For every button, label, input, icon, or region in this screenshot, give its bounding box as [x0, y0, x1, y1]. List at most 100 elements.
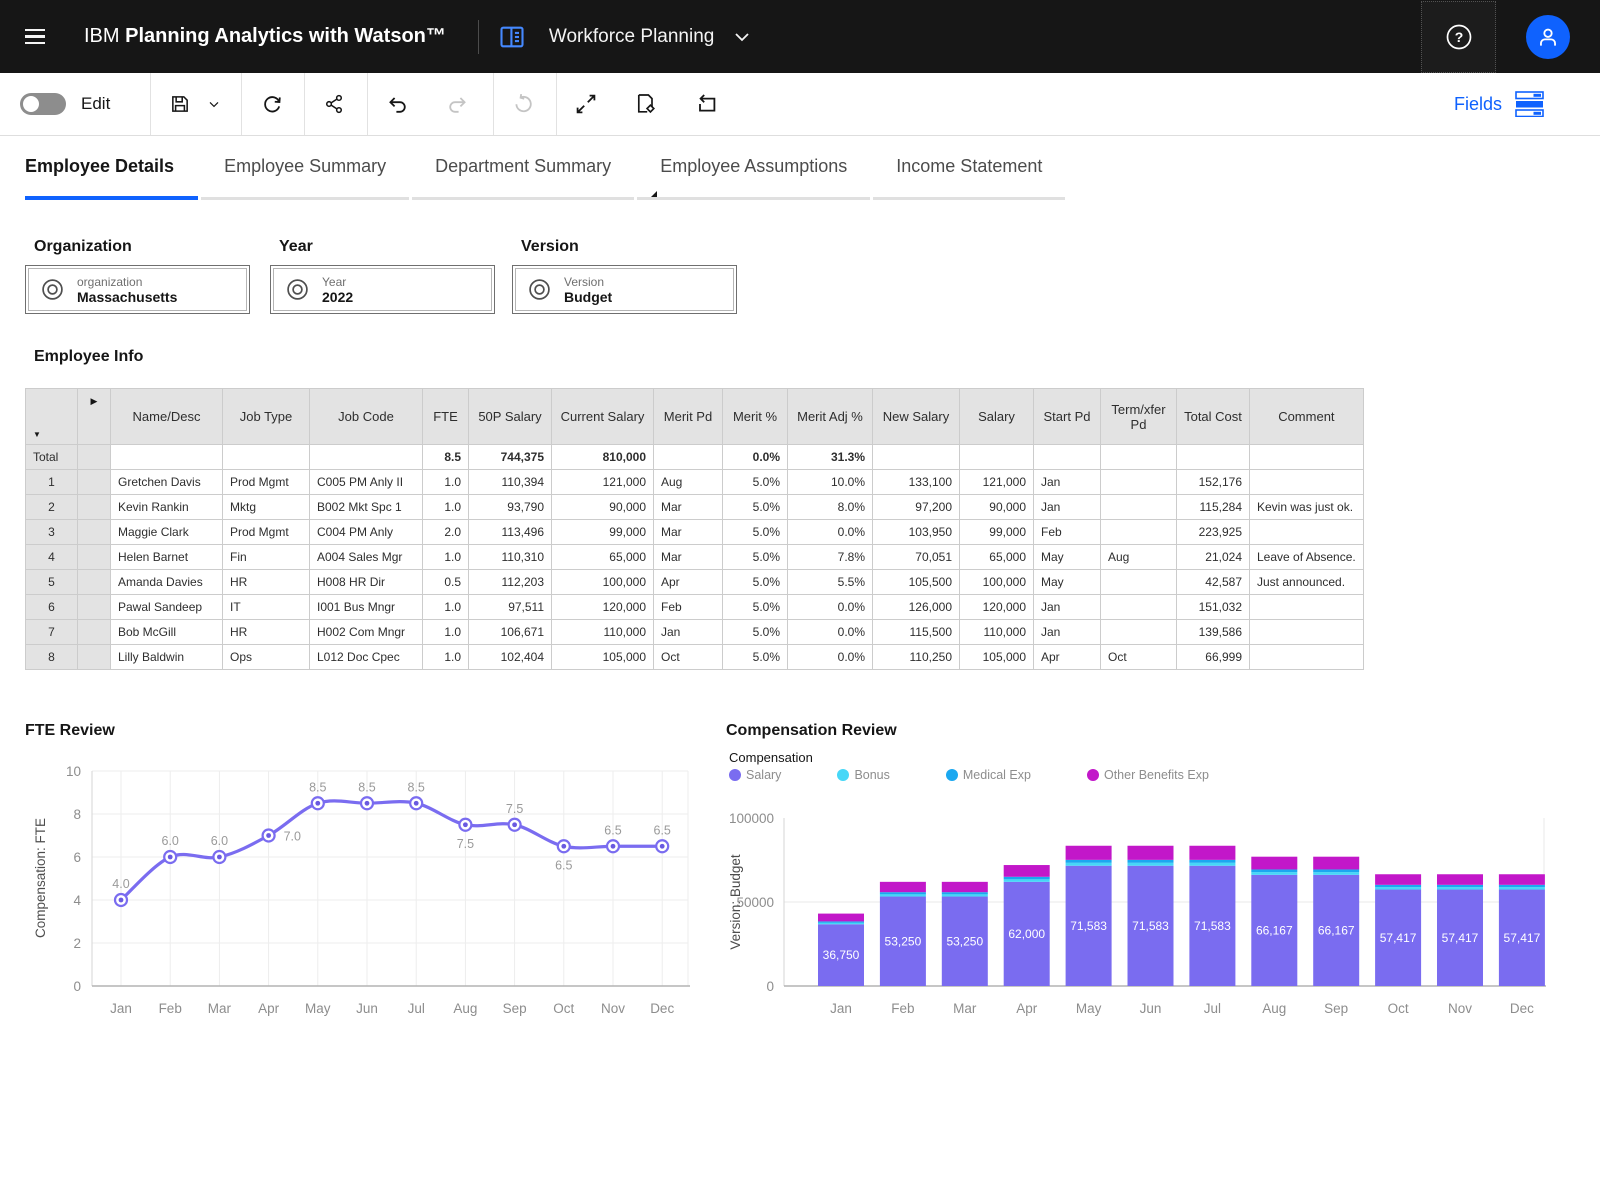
bar-bonus-apr[interactable]	[1004, 879, 1050, 882]
column-header-current-salary[interactable]: Current Salary	[552, 389, 654, 445]
save-menu-button[interactable]	[196, 73, 232, 135]
bar-medical-exp-mar[interactable]	[942, 892, 988, 894]
cell-merit-pd[interactable]: Apr	[654, 570, 723, 595]
cell-term-xfer-pd[interactable]	[1101, 520, 1177, 545]
cell-name-desc[interactable]: Maggie Clark	[111, 520, 223, 545]
cell-total-cost[interactable]: 21,024	[1177, 545, 1250, 570]
column-header-merit-adj[interactable]: Merit Adj %	[788, 389, 873, 445]
bar-bonus-feb[interactable]	[880, 894, 926, 896]
cell-total-cost[interactable]: 151,032	[1177, 595, 1250, 620]
cell-job-type[interactable]: Prod Mgmt	[223, 520, 310, 545]
cell-50p-salary[interactable]: 744,375	[469, 445, 552, 470]
cell-50p-salary[interactable]: 110,310	[469, 545, 552, 570]
bar-other-benefits-exp-mar[interactable]	[942, 882, 988, 892]
cell-name-desc[interactable]: Amanda Davies	[111, 570, 223, 595]
cell-name-desc[interactable]: Kevin Rankin	[111, 495, 223, 520]
row-expand-cell[interactable]	[78, 545, 111, 570]
cell-merit[interactable]: 5.0%	[723, 545, 788, 570]
cell-merit-pd[interactable]: Mar	[654, 495, 723, 520]
column-header-term-xfer-pd[interactable]: Term/xfer Pd	[1101, 389, 1177, 445]
menu-icon[interactable]	[0, 0, 50, 73]
row-header[interactable]: 4	[26, 545, 78, 570]
cell-job-type[interactable]: Ops	[223, 645, 310, 670]
cell-start-pd[interactable]: Jan	[1034, 495, 1101, 520]
row-expand-cell[interactable]	[78, 570, 111, 595]
cell-merit-pd[interactable]	[654, 445, 723, 470]
cell-start-pd[interactable]: May	[1034, 545, 1101, 570]
column-header-total-cost[interactable]: Total Cost	[1177, 389, 1250, 445]
cell-merit-adj[interactable]: 10.0%	[788, 470, 873, 495]
cell-start-pd[interactable]	[1034, 445, 1101, 470]
cell-fte[interactable]: 2.0	[423, 520, 469, 545]
cell-job-code[interactable]: H008 HR Dir	[310, 570, 423, 595]
cell-new-salary[interactable]: 105,500	[873, 570, 960, 595]
cell-total-cost[interactable]: 223,925	[1177, 520, 1250, 545]
cell-term-xfer-pd[interactable]: Aug	[1101, 545, 1177, 570]
cell-current-salary[interactable]: 99,000	[552, 520, 654, 545]
column-header-salary[interactable]: Salary	[960, 389, 1034, 445]
cell-name-desc[interactable]: Bob McGill	[111, 620, 223, 645]
cell-comment[interactable]	[1250, 445, 1364, 470]
bar-medical-exp-jun[interactable]	[1128, 860, 1174, 863]
bar-bonus-sep[interactable]	[1313, 872, 1359, 875]
cell-merit-pd[interactable]: Jan	[654, 620, 723, 645]
cell-current-salary[interactable]: 100,000	[552, 570, 654, 595]
cell-term-xfer-pd[interactable]	[1101, 470, 1177, 495]
cell-current-salary[interactable]: 121,000	[552, 470, 654, 495]
cell-current-salary[interactable]: 810,000	[552, 445, 654, 470]
row-expand-cell[interactable]	[78, 520, 111, 545]
bar-bonus-oct[interactable]	[1375, 887, 1421, 889]
cell-total-cost[interactable]: 66,999	[1177, 645, 1250, 670]
tab-employee-details[interactable]: Employee Details	[25, 136, 198, 200]
cell-fte[interactable]: 1.0	[423, 470, 469, 495]
row-header[interactable]: 2	[26, 495, 78, 520]
cell-fte[interactable]: 8.5	[423, 445, 469, 470]
bar-bonus-jun[interactable]	[1128, 863, 1174, 866]
cell-total-cost[interactable]: 139,586	[1177, 620, 1250, 645]
cell-comment[interactable]	[1250, 620, 1364, 645]
cell-merit[interactable]: 5.0%	[723, 570, 788, 595]
bar-other-benefits-exp-dec[interactable]	[1499, 874, 1545, 885]
workspace-switcher[interactable]: Workforce Planning	[549, 26, 750, 48]
cell-term-xfer-pd[interactable]	[1101, 570, 1177, 595]
cell-name-desc[interactable]	[111, 445, 223, 470]
bar-medical-exp-sep[interactable]	[1313, 869, 1359, 872]
cell-fte[interactable]: 1.0	[423, 620, 469, 645]
cell-comment[interactable]: Kevin was just ok.	[1250, 495, 1364, 520]
grid-expand-cell[interactable]: ▶	[78, 389, 111, 445]
row-expand-cell[interactable]	[78, 470, 111, 495]
cell-comment[interactable]: Just announced.	[1250, 570, 1364, 595]
cell-new-salary[interactable]: 97,200	[873, 495, 960, 520]
column-header-start-pd[interactable]: Start Pd	[1034, 389, 1101, 445]
bar-other-benefits-exp-feb[interactable]	[880, 882, 926, 892]
reset-button[interactable]	[495, 73, 551, 135]
tab-employee-summary[interactable]: Employee Summary	[201, 136, 409, 200]
legend-entry-medical-exp[interactable]: Medical Exp	[946, 768, 1031, 782]
cell-new-salary[interactable]: 133,100	[873, 470, 960, 495]
grid-corner-cell[interactable]: ▼	[26, 389, 78, 445]
bar-bonus-dec[interactable]	[1499, 887, 1545, 889]
cell-start-pd[interactable]: Jan	[1034, 595, 1101, 620]
cell-50p-salary[interactable]: 110,394	[469, 470, 552, 495]
cell-current-salary[interactable]: 120,000	[552, 595, 654, 620]
column-header-job-type[interactable]: Job Type	[223, 389, 310, 445]
cell-term-xfer-pd[interactable]	[1101, 445, 1177, 470]
filter-selector-organization[interactable]: organizationMassachusetts	[25, 265, 250, 314]
bar-other-benefits-exp-may[interactable]	[1066, 846, 1112, 860]
cell-name-desc[interactable]: Helen Barnet	[111, 545, 223, 570]
bar-medical-exp-feb[interactable]	[880, 892, 926, 894]
bar-medical-exp-jan[interactable]	[818, 921, 864, 922]
bar-other-benefits-exp-apr[interactable]	[1004, 865, 1050, 877]
cell-name-desc[interactable]: Lilly Baldwin	[111, 645, 223, 670]
cell-50p-salary[interactable]: 93,790	[469, 495, 552, 520]
bar-medical-exp-dec[interactable]	[1499, 885, 1545, 887]
cell-job-type[interactable]: IT	[223, 595, 310, 620]
cell-job-code[interactable]: I001 Bus Mngr	[310, 595, 423, 620]
cell-50p-salary[interactable]: 102,404	[469, 645, 552, 670]
cell-new-salary[interactable]: 103,950	[873, 520, 960, 545]
cell-merit[interactable]: 0.0%	[723, 445, 788, 470]
bar-bonus-mar[interactable]	[942, 894, 988, 896]
bar-bonus-nov[interactable]	[1437, 887, 1483, 889]
cell-new-salary[interactable]	[873, 445, 960, 470]
cell-merit[interactable]: 5.0%	[723, 620, 788, 645]
